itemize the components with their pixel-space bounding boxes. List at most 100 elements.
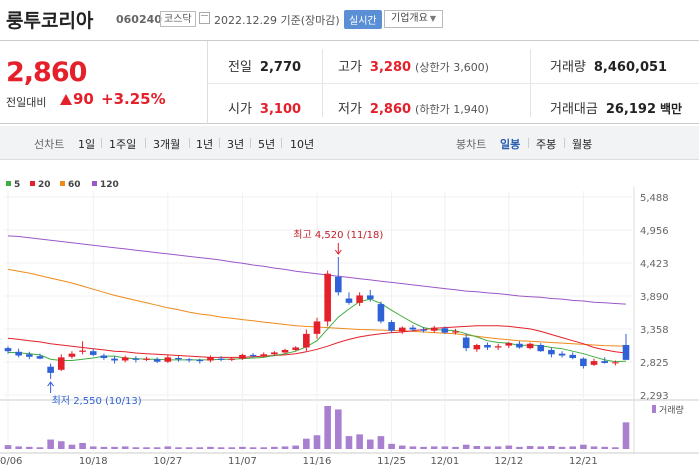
ma5-line (7, 298, 627, 363)
candle-body (111, 358, 118, 361)
chart-toolbar: 선차트 1일 1주일 3개월 1년 3년 5년 10년 봉차트 일봉 주봉 월봉 (0, 126, 699, 160)
candle-body (164, 357, 172, 362)
legend-label-ma20: 20 (38, 180, 51, 190)
lower-limit: (하한가 1,940) (415, 103, 489, 116)
volume-bar (526, 445, 534, 449)
y-tick-label: 2,825 (640, 358, 669, 369)
realtime-button[interactable]: 실시간 (344, 10, 382, 29)
amount-value: 26,192 (605, 102, 657, 117)
volume-bar (239, 446, 246, 449)
candle-daily[interactable]: 일봉 (500, 138, 521, 151)
candle-body (121, 357, 129, 361)
separator (250, 138, 251, 148)
candle-body (452, 331, 459, 333)
candle-body (366, 295, 374, 300)
high-value: 3,280 (369, 60, 412, 75)
period-1d[interactable]: 1일 (78, 138, 96, 151)
candle-body (569, 354, 577, 359)
legend-label-ma5: 5 (14, 180, 20, 190)
legend-swatch-ma5 (6, 181, 11, 186)
market-badge: 코스닥 (160, 11, 196, 27)
y-tick-label: 4,423 (640, 259, 669, 270)
separator (219, 138, 220, 148)
candle-weekly[interactable]: 주봉 (536, 138, 557, 151)
volume-bar (590, 446, 598, 449)
candle-body (132, 358, 140, 360)
open-value: 3,100 (259, 102, 302, 117)
chevron-down-icon: ▼ (429, 14, 436, 23)
candle-body (271, 352, 278, 355)
upper-limit: (상한가 3,600) (415, 61, 489, 74)
prev-close-label: 전일 (228, 60, 252, 75)
company-overview-button[interactable]: 기업개요 ▼ (384, 10, 443, 28)
prev-close: 전일 2,770 (228, 56, 301, 75)
volume-bar (89, 446, 97, 449)
volume-bar (47, 439, 54, 449)
volume-bar (303, 438, 310, 449)
candle-body (207, 357, 214, 361)
y-tick-label: 2,293 (640, 391, 669, 402)
period-3y[interactable]: 3년 (227, 138, 245, 151)
candle-body (79, 350, 86, 352)
volume-bar (580, 444, 587, 449)
x-tick-label: 11/16 (303, 456, 332, 467)
calendar-icon (199, 12, 210, 24)
candle-body (398, 327, 406, 332)
divider (208, 83, 699, 84)
volume-bar (143, 447, 150, 449)
candle-body (516, 343, 523, 348)
candle-body (377, 304, 385, 322)
volume-bar (196, 447, 204, 449)
volume-bar (36, 447, 44, 449)
legend-swatch-ma20 (30, 181, 35, 186)
max-marker-arrow (334, 249, 342, 255)
candle-body (47, 366, 54, 373)
volume-bar (26, 446, 33, 449)
volume-bar (228, 447, 236, 449)
volume-bar (505, 445, 513, 449)
candle-monthly[interactable]: 월봉 (572, 138, 593, 151)
candle-body (558, 353, 566, 356)
volume-bar (15, 446, 22, 449)
min-marker-arrow (47, 381, 55, 387)
current-price-box: 2,860 전일대비 90 +3.25% (0, 41, 208, 124)
period-10y[interactable]: 10년 (290, 138, 315, 151)
volume-bar (462, 444, 470, 449)
company-overview-label: 기업개요 (391, 13, 428, 24)
candle-body (420, 329, 427, 331)
volume-bar (324, 406, 331, 449)
period-5y[interactable]: 5년 (258, 138, 276, 151)
prev-close-value: 2,770 (259, 60, 302, 75)
volume-bar (441, 446, 449, 449)
high-price: 고가 3,280 (상한가 3,600) (338, 56, 489, 75)
volume-label: 거래량 (550, 60, 586, 75)
volume-bar (452, 446, 459, 449)
volume: 거래량 8,460,051 (550, 56, 667, 75)
candle-body (281, 349, 289, 353)
candle-body (601, 361, 608, 363)
x-tick-label: 10/27 (153, 456, 182, 467)
separator (528, 138, 529, 148)
volume-bar (175, 447, 182, 449)
volume-bar (217, 447, 225, 449)
change-percent: +3.25% (101, 90, 166, 108)
up-triangle-icon (60, 94, 72, 105)
period-1w[interactable]: 1주일 (109, 138, 137, 151)
period-1y[interactable]: 1년 (196, 138, 214, 151)
trade-amount: 거래대금 26,192 백만 (550, 98, 682, 117)
candle-body (36, 356, 44, 359)
volume-bar (260, 447, 268, 449)
amount-label: 거래대금 (550, 102, 598, 117)
candle-body (303, 333, 310, 348)
x-tick-label: 12/21 (569, 456, 598, 467)
candle-body (185, 359, 193, 361)
volume-bar (537, 446, 545, 449)
candle-body (345, 298, 353, 303)
volume-bar (548, 445, 555, 449)
volume-bar (281, 446, 289, 449)
volume-bar (164, 446, 172, 449)
legend-swatch-ma120 (92, 181, 97, 186)
candle-body (580, 358, 587, 367)
period-3m[interactable]: 3개월 (153, 138, 181, 151)
volume-bar (494, 446, 502, 449)
